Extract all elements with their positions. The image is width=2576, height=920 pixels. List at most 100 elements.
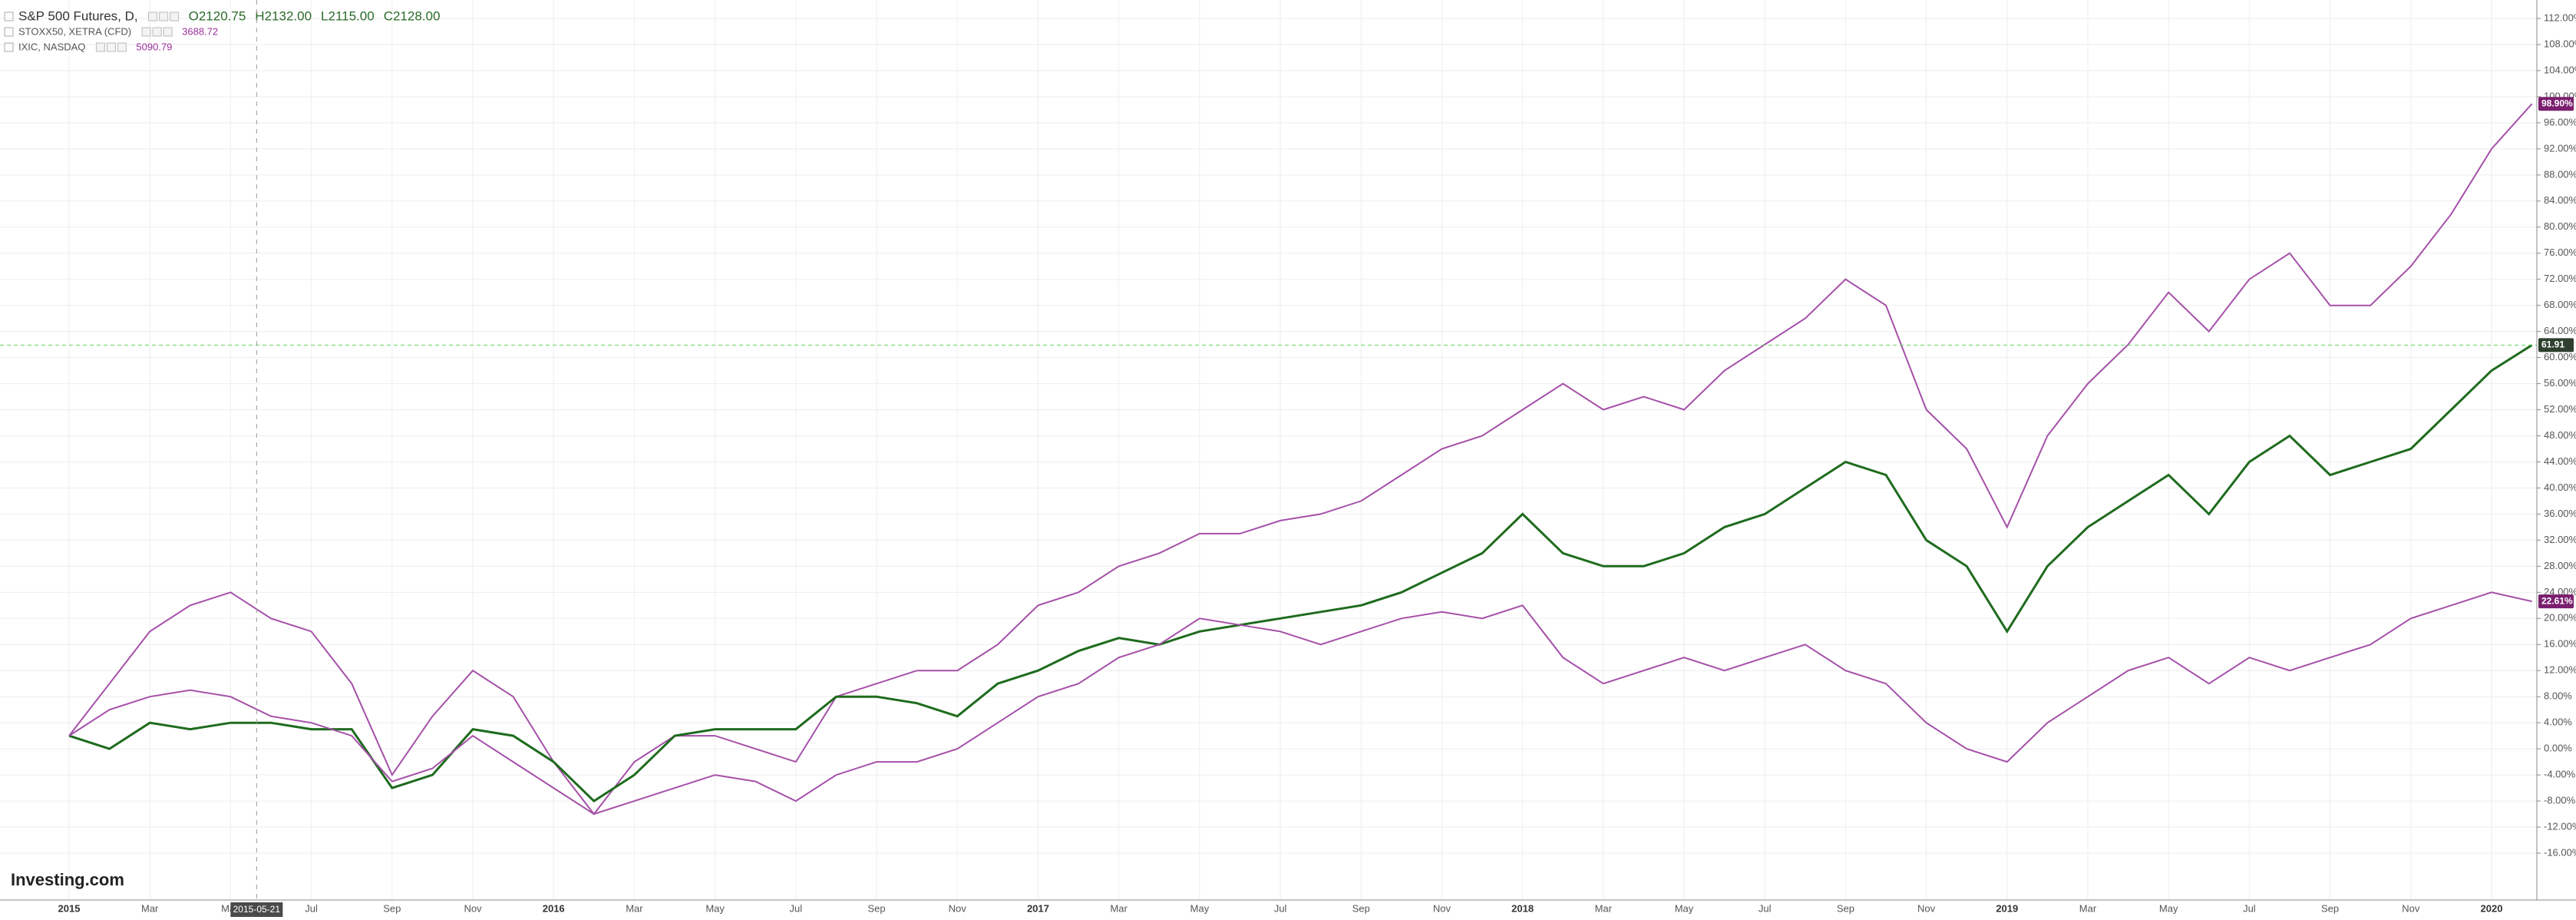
series-line: [68, 591, 2532, 816]
legend-info: 5090.79: [136, 41, 172, 52]
legend-button[interactable]: [95, 42, 105, 52]
y-tick-label: 32.00%: [2544, 534, 2576, 545]
legend-button[interactable]: [159, 12, 169, 22]
x-tick-label: 2020: [2481, 902, 2503, 914]
x-tick-label: Sep: [1837, 902, 1854, 914]
legend-button[interactable]: [106, 42, 116, 52]
price-tag-box: [2538, 97, 2574, 111]
y-tick-label: 56.00%: [2544, 377, 2576, 389]
x-tick-label: Mar: [2079, 902, 2097, 914]
legend-info: H2132.00: [255, 8, 312, 23]
y-tick-label: 96.00%: [2544, 116, 2576, 127]
price-tag-box: [2538, 594, 2574, 609]
y-tick-label: 60.00%: [2544, 351, 2576, 362]
legend-name: S&P 500 Futures, D,: [18, 8, 138, 23]
y-tick-label: 92.00%: [2544, 142, 2576, 154]
y-tick-label: 112.00%: [2544, 12, 2576, 23]
y-tick-label: 28.00%: [2544, 560, 2576, 571]
price-tag: 98.90%: [2541, 98, 2573, 108]
x-tick-label: Nov: [1917, 902, 1936, 914]
legend-info: O2120.75: [189, 8, 246, 23]
x-tick-label: Nov: [464, 902, 482, 914]
series-line: [68, 344, 2533, 803]
legend-button[interactable]: [148, 12, 158, 22]
y-tick-label: -16.00%: [2544, 846, 2576, 858]
y-tick-label: 16.00%: [2544, 638, 2576, 650]
legend-info: 3688.72: [182, 25, 218, 37]
legend-icon: [4, 12, 14, 22]
watermark: Investing.com: [11, 870, 124, 889]
x-tick-label: Jul: [789, 902, 802, 914]
x-tick-label: May: [1191, 902, 1210, 914]
y-tick-label: -4.00%: [2544, 769, 2576, 780]
legend-info: C2128.00: [384, 8, 441, 23]
x-tick-label: Sep: [867, 902, 885, 914]
y-tick-label: 12.00%: [2544, 664, 2576, 676]
legend-icon: [4, 27, 14, 37]
y-tick-label: 68.00%: [2544, 299, 2576, 310]
y-tick-label: 4.00%: [2544, 716, 2572, 728]
crosshair-label: 2015-05-21: [233, 904, 281, 915]
legend-button[interactable]: [163, 27, 173, 37]
series-line: [68, 103, 2533, 816]
x-tick-label: Mar: [626, 902, 643, 914]
legend-icon: [4, 42, 14, 52]
x-tick-label: Mar: [141, 902, 159, 914]
x-tick-label: Jul: [1759, 902, 1772, 914]
x-tick-label: Nov: [949, 902, 967, 914]
x-tick-label: May: [705, 902, 725, 914]
x-tick-label: Nov: [2402, 902, 2420, 914]
legend-button[interactable]: [117, 42, 127, 52]
x-tick-label: 2017: [1027, 902, 1049, 914]
legend-button[interactable]: [152, 27, 162, 37]
y-tick-label: 104.00%: [2544, 64, 2576, 75]
price-tag: 61.91: [2541, 339, 2564, 350]
x-tick-label: 2015: [58, 902, 81, 914]
y-tick-label: 48.00%: [2544, 429, 2576, 441]
legend-name: IXIC, NASDAQ: [18, 41, 85, 52]
y-tick-label: 36.00%: [2544, 508, 2576, 519]
x-tick-label: May: [2159, 902, 2178, 914]
x-tick-label: May: [1675, 902, 1694, 914]
y-tick-label: 64.00%: [2544, 325, 2576, 336]
plot: [0, 103, 2537, 816]
x-tick-label: Sep: [383, 902, 401, 914]
y-tick-label: 44.00%: [2544, 455, 2576, 467]
y-tick-label: 80.00%: [2544, 220, 2576, 232]
x-tick-label: 2019: [1996, 902, 2018, 914]
crosshair-label-box: [230, 902, 283, 917]
legend-name: STOXX50, XETRA (CFD): [18, 25, 131, 37]
x-tick-label: Mar: [1595, 902, 1613, 914]
x-tick-label: Jul: [305, 902, 318, 914]
y-tick-label: 20.00%: [2544, 612, 2576, 624]
x-tick-label: Nov: [1433, 902, 1451, 914]
y-tick-label: 8.00%: [2544, 690, 2572, 702]
legend-button[interactable]: [170, 12, 180, 22]
x-tick-label: Sep: [1352, 902, 1370, 914]
x-tick-label: Mar: [1110, 902, 1128, 914]
price-tag-box: [2538, 338, 2574, 352]
price-tag: 22.61%: [2541, 595, 2573, 606]
y-tick-label: 40.00%: [2544, 482, 2576, 493]
x-tick-label: Sep: [2321, 902, 2339, 914]
y-tick-label: 0.00%: [2544, 743, 2572, 754]
x-tick-label: Jul: [1274, 902, 1287, 914]
legend-button[interactable]: [141, 27, 151, 37]
legend-info: L2115.00: [321, 8, 375, 23]
y-tick-label: 84.00%: [2544, 194, 2576, 206]
x-tick-label: Jul: [2243, 902, 2256, 914]
y-tick-label: 108.00%: [2544, 38, 2576, 49]
grid: [0, 0, 2537, 900]
x-tick-label: 2018: [1511, 902, 1534, 914]
y-tick-label: -12.00%: [2544, 820, 2576, 832]
x-tick-label: 2016: [543, 902, 565, 914]
y-tick-label: 72.00%: [2544, 273, 2576, 284]
y-tick-label: 52.00%: [2544, 403, 2576, 415]
y-tick-label: 24.00%: [2544, 586, 2576, 597]
y-tick-label: -8.00%: [2544, 795, 2576, 806]
legend: S&P 500 Futures, D, O2120.75 H2132.00 L2115…: [4, 8, 441, 52]
y-tick-label: 76.00%: [2544, 247, 2576, 258]
y-tick-label: 88.00%: [2544, 168, 2576, 180]
